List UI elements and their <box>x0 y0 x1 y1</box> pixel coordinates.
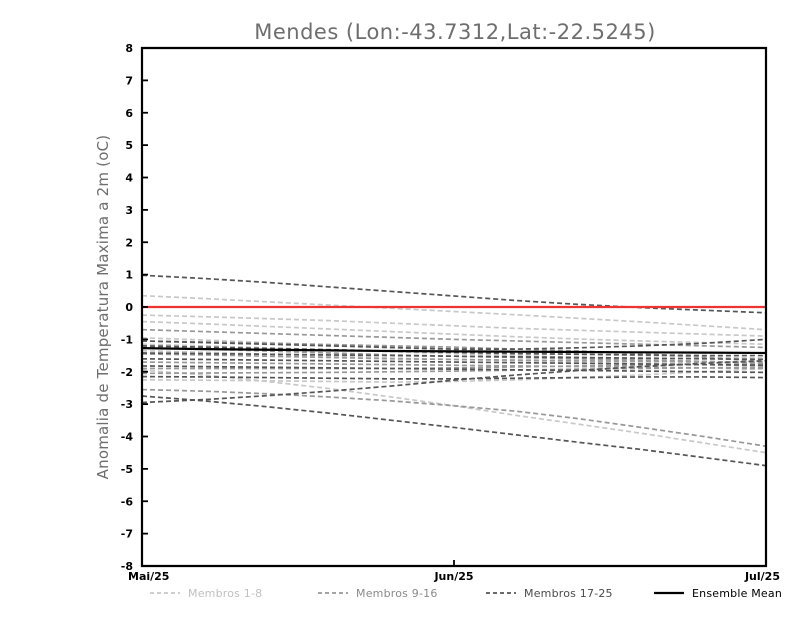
member-line <box>142 388 766 448</box>
y-tick-label: 5 <box>125 139 133 152</box>
member-line <box>142 395 766 467</box>
y-tick-label: -7 <box>121 528 133 541</box>
y-tick-label: -4 <box>121 431 134 444</box>
legend-label: Membros 9-16 <box>356 587 438 600</box>
member-line <box>142 294 766 331</box>
member-line <box>142 320 766 346</box>
x-axis-ticks: Mai/25 Jun/25 Jul/25 <box>128 560 780 583</box>
plot-area <box>142 274 766 467</box>
member-line <box>142 361 766 370</box>
y-tick-label: -8 <box>121 560 133 573</box>
y-axis-ticks: 8 7 6 5 4 3 2 1 0 -1 -2 -3 -4 -5 -6 -7 -8 <box>121 42 148 573</box>
legend-label: Membros 17-25 <box>524 587 613 600</box>
member-line <box>142 338 766 350</box>
member-line <box>142 357 766 367</box>
page-title: Mendes (Lon:-43.7312,Lat:-22.5245) <box>254 20 656 44</box>
y-tick-label: 3 <box>125 204 133 217</box>
member-line <box>142 353 766 364</box>
y-tick-label: 2 <box>125 236 133 249</box>
member-line <box>142 359 766 404</box>
y-tick-label: 6 <box>125 107 133 120</box>
y-tick-label: -1 <box>121 333 133 346</box>
y-tick-label: 8 <box>125 42 133 55</box>
x-tick-label: Jul/25 <box>744 570 780 583</box>
y-tick-label: 7 <box>125 74 133 87</box>
legend-label: Membros 1-8 <box>188 587 262 600</box>
member-line <box>142 367 766 383</box>
ensemble-mean-line <box>142 347 766 355</box>
member-line <box>142 375 766 380</box>
y-tick-label: 4 <box>125 172 133 185</box>
y-tick-label: -6 <box>121 495 134 508</box>
member-line <box>142 274 766 314</box>
member-line <box>142 352 766 361</box>
member-line <box>142 336 766 359</box>
x-tick-label: Mai/25 <box>128 570 169 583</box>
series-layer <box>142 274 766 467</box>
y-tick-label: 0 <box>125 301 133 314</box>
x-tick-label: Jun/25 <box>433 570 473 583</box>
y-tick-label: 1 <box>125 269 133 282</box>
y-tick-label: -2 <box>121 366 133 379</box>
y-tick-label: -3 <box>121 398 133 411</box>
y-axis-label: Anomalia de Temperatura Maxima a 2m (oC) <box>94 135 112 480</box>
member-line <box>142 314 766 337</box>
chart-legend: Membros 1-8 Membros 9-16 Membros 17-25 Ense… <box>150 587 782 600</box>
ensemble-mean-layer <box>142 347 766 355</box>
legend-label: Ensemble Mean <box>692 587 782 600</box>
member-line <box>142 366 766 375</box>
member-line <box>142 365 766 374</box>
y-tick-label: -5 <box>121 463 133 476</box>
